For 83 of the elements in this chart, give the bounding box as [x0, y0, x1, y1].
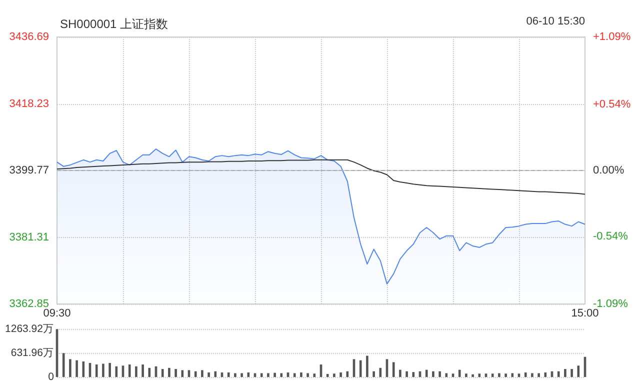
bar — [570, 369, 573, 377]
bar — [478, 374, 481, 377]
bar — [102, 364, 104, 377]
bar — [333, 374, 336, 377]
bar — [234, 373, 236, 377]
bar — [472, 374, 474, 377]
bar — [458, 370, 461, 377]
y2-tick-label: -1.09% — [593, 298, 628, 310]
bar — [62, 353, 65, 377]
bar — [504, 374, 507, 377]
bar — [379, 368, 382, 377]
y-tick-label: 0 — [48, 371, 54, 383]
bar — [148, 368, 151, 377]
bar — [326, 374, 329, 377]
bar — [346, 371, 349, 377]
bar — [95, 364, 98, 377]
bar — [135, 366, 138, 377]
bar — [254, 373, 256, 377]
bar — [300, 372, 302, 377]
bar — [82, 361, 85, 377]
bar — [247, 372, 250, 377]
y-tick-label: 3436.69 — [9, 31, 49, 43]
bar — [511, 373, 514, 377]
bar — [69, 359, 72, 377]
bar — [76, 360, 78, 377]
y2-tick-label: -0.54% — [593, 230, 628, 243]
bar — [425, 370, 428, 377]
x-tick-label: 15:00 — [571, 308, 599, 320]
bar — [208, 372, 210, 377]
y2-tick-label: +0.54% — [593, 98, 631, 110]
y-tick-label: 3399.77 — [9, 164, 49, 176]
bar — [432, 371, 434, 377]
bar — [392, 362, 395, 377]
bar — [340, 372, 342, 377]
bar — [128, 364, 131, 377]
bar — [267, 373, 270, 377]
y2-tick-label: 0.00% — [593, 164, 624, 176]
bar — [214, 371, 217, 377]
bar — [194, 371, 197, 377]
y-tick-label: 3362.85 — [9, 298, 49, 310]
bar — [412, 372, 415, 377]
bar — [280, 373, 283, 377]
bar — [306, 373, 309, 377]
bar — [168, 368, 170, 377]
y-tick-label: 1263.92万 — [5, 323, 54, 335]
bar — [531, 373, 534, 377]
bar — [181, 370, 184, 377]
text: 06-10 15:30 — [526, 16, 585, 28]
bar — [227, 372, 230, 377]
bar — [445, 373, 448, 377]
bar — [524, 372, 527, 377]
bar — [115, 366, 118, 377]
bar — [465, 374, 468, 377]
bar — [438, 371, 441, 377]
bar — [313, 374, 316, 377]
bar — [498, 373, 500, 377]
y-tick-label: 631.96万 — [10, 347, 54, 359]
line-series — [56, 159, 586, 195]
bar — [399, 370, 402, 377]
x-tick-label: 09:30 — [43, 308, 71, 320]
chart-title: SH000001 上证指数 — [60, 17, 168, 31]
bar — [274, 372, 276, 377]
y2-tick-label: +1.09% — [593, 31, 631, 43]
bar — [359, 360, 362, 377]
bar — [544, 372, 547, 377]
bar — [161, 369, 164, 377]
bar — [142, 364, 144, 377]
bar — [538, 373, 540, 377]
bar — [557, 371, 560, 377]
bar — [174, 369, 177, 377]
y-tick-label: 3418.23 — [9, 98, 49, 110]
bar — [406, 371, 408, 377]
bar — [108, 362, 111, 377]
bar — [240, 373, 243, 377]
bar — [577, 366, 580, 377]
bar — [372, 371, 375, 377]
bar — [260, 373, 263, 377]
bar — [491, 374, 494, 377]
bar — [366, 356, 368, 377]
bar — [564, 369, 566, 377]
bar — [293, 373, 296, 377]
bar — [201, 370, 204, 377]
y-tick-label: 3381.31 — [9, 231, 49, 244]
